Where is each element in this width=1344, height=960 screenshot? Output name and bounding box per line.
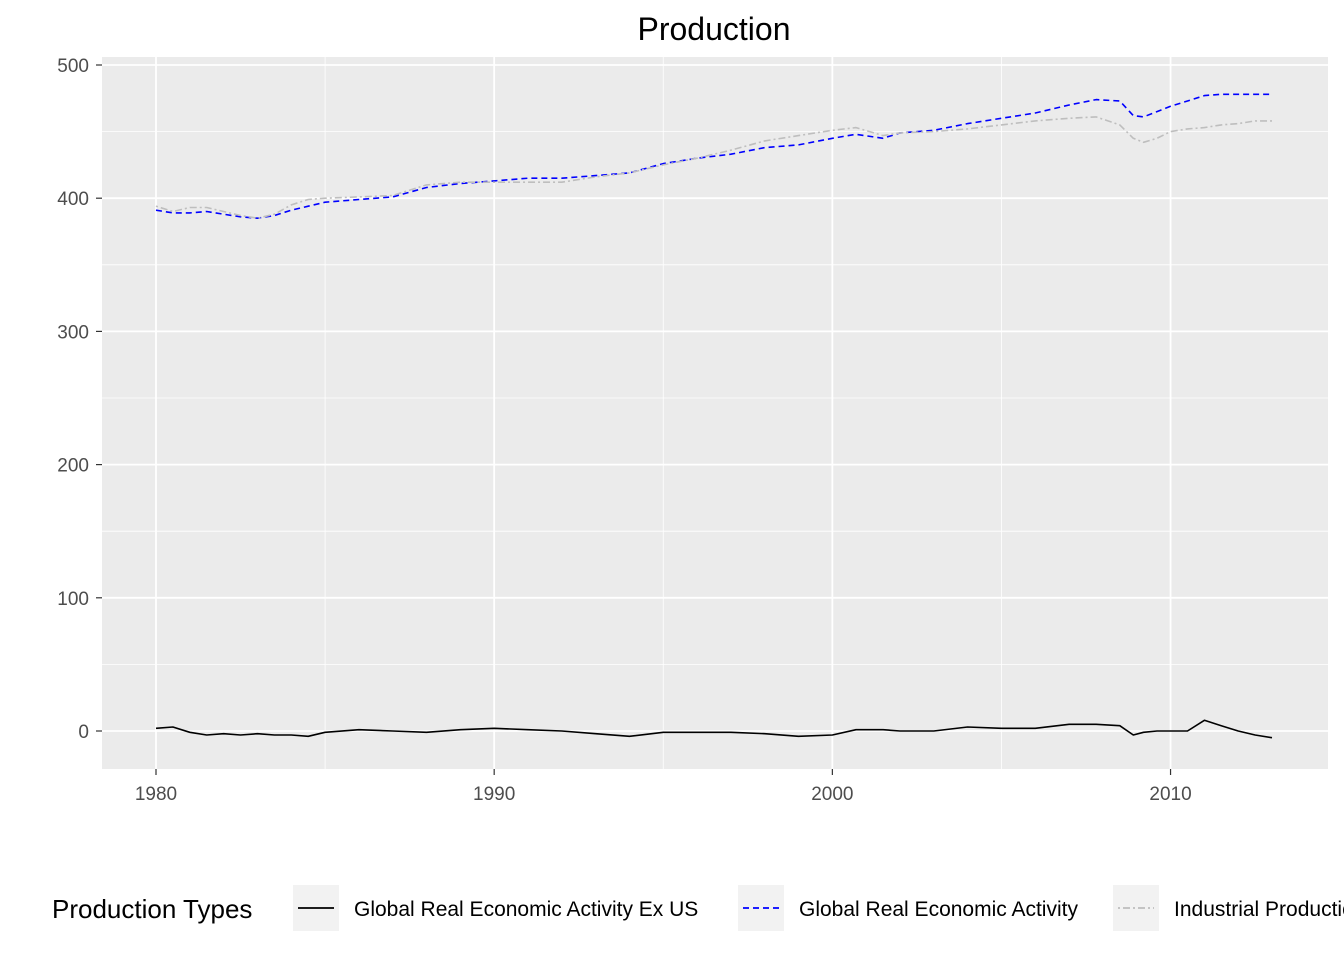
major-gridlines xyxy=(102,57,1328,769)
x-tick-label: 2000 xyxy=(811,784,853,805)
y-tick-label: 100 xyxy=(57,589,89,610)
series-line-3 xyxy=(155,116,1272,219)
x-tick-label: 2010 xyxy=(1149,784,1191,805)
x-axis: 1980 1990 2000 2010 xyxy=(135,769,1192,805)
x-tick-label: 1980 xyxy=(135,784,177,805)
minor-gridlines xyxy=(102,57,1328,769)
legend-label: Global Real Economic Activity xyxy=(799,898,1078,921)
legend: Production Types Global Real Economic Ac… xyxy=(52,885,1344,931)
legend-title: Production Types xyxy=(52,894,252,924)
legend-key-box xyxy=(1113,885,1159,931)
y-tick-label: 0 xyxy=(78,722,89,743)
y-tick-label: 200 xyxy=(57,456,89,477)
series-line-2 xyxy=(155,93,1272,219)
x-tick-label: 1990 xyxy=(473,784,515,805)
legend-label: Global Real Economic Activity Ex US xyxy=(354,898,698,921)
series-line-1 xyxy=(155,719,1273,739)
chart-title: Production xyxy=(638,11,791,47)
y-tick-label: 400 xyxy=(57,189,89,210)
series-lines xyxy=(155,93,1273,739)
y-tick-label: 500 xyxy=(57,56,89,77)
legend-label: Industrial Production xyxy=(1174,898,1344,921)
y-axis: 0 100 200 300 400 500 xyxy=(57,56,102,743)
plot-panel xyxy=(102,57,1328,769)
y-tick-label: 300 xyxy=(57,322,89,343)
